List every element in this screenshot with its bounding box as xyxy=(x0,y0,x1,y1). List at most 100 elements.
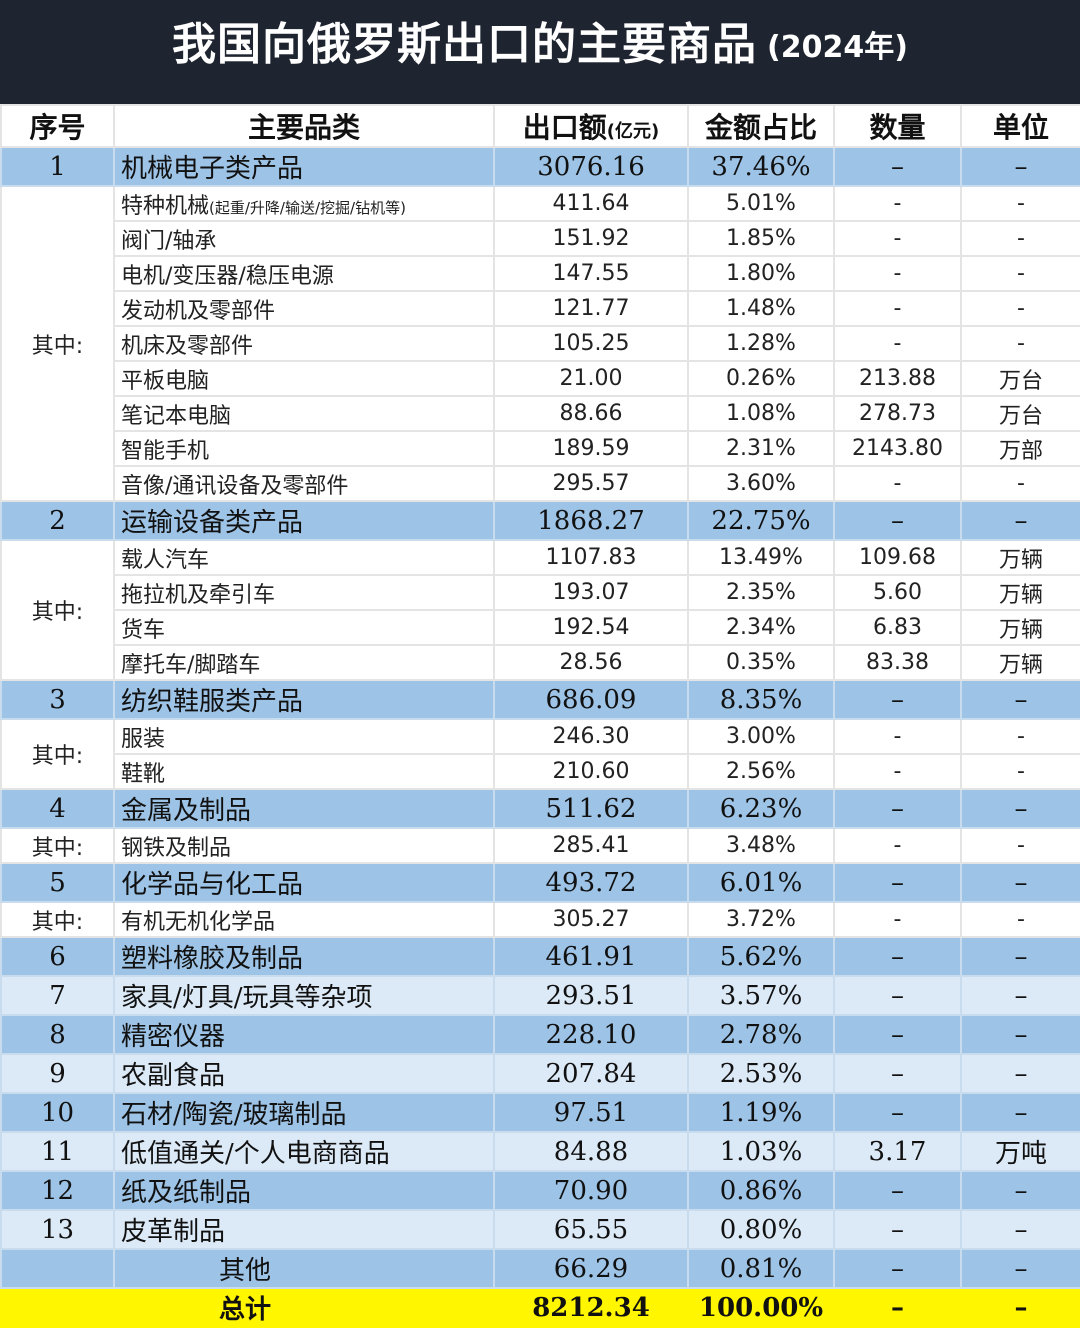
quantity-cell: – xyxy=(833,975,962,1016)
unit-cell: 万辆 xyxy=(960,609,1080,646)
subitem-name: 平板电脑 xyxy=(121,368,210,394)
seq-cell: 4 xyxy=(0,788,115,829)
table-row-category: 9 农副食品 207.84 2.53% – – xyxy=(0,1053,1080,1094)
unit-cell: 万台 xyxy=(960,395,1080,432)
table-row-category: 12 纸及纸制品 70.90 0.86% – – xyxy=(0,1170,1080,1211)
header-amount: 出口额(亿元) xyxy=(493,104,689,148)
header-seq: 序号 xyxy=(0,104,115,148)
share-cell: 1.03% xyxy=(687,1131,835,1172)
seq-cell: 2 xyxy=(0,500,115,541)
page-title: 我国向俄罗斯出口的主要商品 xyxy=(172,19,758,70)
table-row-subitem: 发动机及零部件 121.77 1.48% - - xyxy=(1,290,1080,327)
amount-cell: 8212.34 xyxy=(493,1287,689,1328)
exports-table: 序号 主要品类 出口额(亿元) 金额占比 数量 单位 1 机械电子类产品 3076.… xyxy=(0,104,1080,1328)
seq-cell: 5 xyxy=(0,862,115,903)
subtotal-label: 其中: xyxy=(0,718,115,790)
subitem-name: 摩托车/脚踏车 xyxy=(121,652,261,678)
quantity-cell: 109.68 xyxy=(833,539,962,576)
unit-cell: – xyxy=(960,1170,1080,1211)
share-cell: 3.48% xyxy=(687,827,835,864)
seq-cell: 8 xyxy=(0,1014,115,1055)
unit-cell: 万吨 xyxy=(960,1131,1080,1172)
table-row-subitem: 智能手机 189.59 2.31% 2143.80 万部 xyxy=(1,430,1080,467)
amount-cell: 21.00 xyxy=(493,360,689,397)
subitem-name-cell: 笔记本电脑 xyxy=(113,395,495,432)
title-bar: 我国向俄罗斯出口的主要商品 (2024年) xyxy=(0,0,1080,104)
category-cell: 精密仪器 xyxy=(113,1014,495,1055)
quantity-cell: 2143.80 xyxy=(833,430,962,467)
subitem-name: 特种机械 xyxy=(121,193,210,219)
subitem-name: 笔记本电脑 xyxy=(121,403,232,429)
seq-cell: 10 xyxy=(0,1092,115,1133)
unit-cell: – xyxy=(960,1248,1080,1289)
table-row-subitem: 笔记本电脑 88.66 1.08% 278.73 万台 xyxy=(1,395,1080,432)
amount-cell: 285.41 xyxy=(493,827,689,864)
unit-cell: - xyxy=(960,465,1080,502)
amount-cell: 192.54 xyxy=(493,609,689,646)
quantity-cell: 6.83 xyxy=(833,609,962,646)
table-row-subitem: 货车 192.54 2.34% 6.83 万辆 xyxy=(1,609,1080,646)
unit-cell: – xyxy=(960,1014,1080,1055)
subitem-name: 货车 xyxy=(121,617,166,643)
amount-cell: 97.51 xyxy=(493,1092,689,1133)
subitem-name-cell: 鞋靴 xyxy=(113,753,495,790)
quantity-cell: - xyxy=(833,718,962,755)
table-row-category: 7 家具/灯具/玩具等杂项 293.51 3.57% – – xyxy=(0,975,1080,1016)
quantity-cell: 83.38 xyxy=(833,644,962,681)
unit-cell: – xyxy=(960,1287,1080,1328)
amount-cell: 193.07 xyxy=(493,574,689,611)
share-cell: 22.75% xyxy=(687,500,835,541)
amount-cell: 461.91 xyxy=(493,936,689,977)
amount-cell: 686.09 xyxy=(493,679,689,720)
amount-cell: 151.92 xyxy=(493,220,689,257)
subitem-name-cell: 拖拉机及牵引车 xyxy=(113,574,495,611)
category-cell: 低值通关/个人电商商品 xyxy=(113,1131,495,1172)
quantity-cell: 5.60 xyxy=(833,574,962,611)
amount-cell: 295.57 xyxy=(493,465,689,502)
quantity-cell: – xyxy=(833,146,962,187)
subitem-name-cell: 货车 xyxy=(113,609,495,646)
share-cell: 1.19% xyxy=(687,1092,835,1133)
share-cell: 6.01% xyxy=(687,862,835,903)
unit-cell: 万部 xyxy=(960,430,1080,467)
share-cell: 2.35% xyxy=(687,574,835,611)
subitem-name: 智能手机 xyxy=(121,438,210,464)
quantity-cell: – xyxy=(833,1287,962,1328)
quantity-cell: – xyxy=(833,788,962,829)
quantity-cell: - xyxy=(833,185,962,222)
subitem-name-cell: 摩托车/脚踏车 xyxy=(113,644,495,681)
quantity-cell: – xyxy=(833,1170,962,1211)
category-cell: 运输设备类产品 xyxy=(113,500,495,541)
header-row: 序号 主要品类 出口额(亿元) 金额占比 数量 单位 xyxy=(0,104,1080,148)
share-cell: 1.08% xyxy=(687,395,835,432)
share-cell: 0.35% xyxy=(687,644,835,681)
share-cell: 6.23% xyxy=(687,788,835,829)
unit-cell: - xyxy=(960,220,1080,257)
seq-cell: 12 xyxy=(0,1170,115,1211)
amount-cell: 493.72 xyxy=(493,862,689,903)
amount-cell: 70.90 xyxy=(493,1170,689,1211)
share-cell: 3.72% xyxy=(687,901,835,938)
quantity-cell: 278.73 xyxy=(833,395,962,432)
table-row-subitem: 鞋靴 210.60 2.56% - - xyxy=(1,753,1080,790)
quantity-cell: – xyxy=(833,1092,962,1133)
seq-cell: 11 xyxy=(0,1131,115,1172)
subitem-name-cell: 特种机械(起重/升降/输送/挖掘/钻机等) xyxy=(113,185,495,222)
subitem-name: 拖拉机及牵引车 xyxy=(121,582,276,608)
quantity-cell: – xyxy=(833,936,962,977)
category-cell: 其他 xyxy=(113,1248,495,1289)
unit-cell: – xyxy=(960,788,1080,829)
quantity-cell: - xyxy=(833,290,962,327)
share-cell: 5.62% xyxy=(687,936,835,977)
table-row-category: 8 精密仪器 228.10 2.78% – – xyxy=(0,1014,1080,1055)
quantity-cell: – xyxy=(833,862,962,903)
table-row-category: 6 塑料橡胶及制品 461.91 5.62% – – xyxy=(0,936,1080,977)
table-row-subitem: 其中: 载人汽车 1107.83 13.49% 109.68 万辆 xyxy=(0,539,1080,681)
subtotal-label: 其中: xyxy=(0,539,115,681)
unit-cell: 万辆 xyxy=(960,644,1080,681)
unit-cell: – xyxy=(960,146,1080,187)
subitem-name: 发动机及零部件 xyxy=(121,298,276,324)
unit-cell: - xyxy=(960,255,1080,292)
table-row-category: 3 纺织鞋服类产品 686.09 8.35% – – xyxy=(0,679,1080,720)
share-cell: 1.28% xyxy=(687,325,835,362)
